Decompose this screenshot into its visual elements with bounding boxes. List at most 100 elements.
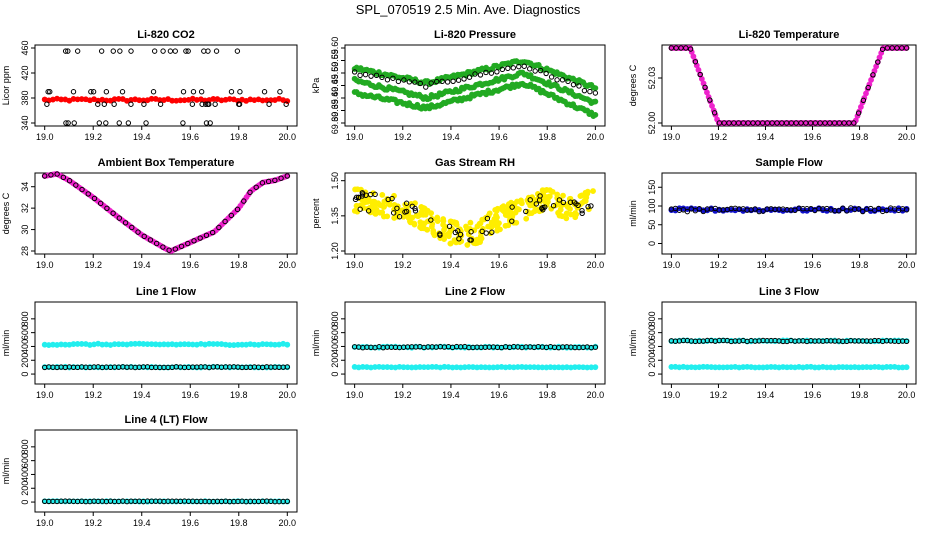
data-point	[592, 364, 599, 371]
y-axis-label: ml/min	[311, 330, 321, 357]
data-point	[60, 174, 67, 181]
data-point	[579, 199, 586, 206]
data-point	[700, 208, 706, 215]
y-tick-label: 0	[330, 372, 340, 377]
plot-frame	[34, 301, 298, 385]
data-point	[468, 237, 474, 243]
chart-panel-8: Line 2 Flow 19.0 19.2 19.4 19.6 19.8 20.0 0 2004…	[311, 286, 606, 400]
y-tick-label: 69.50	[330, 62, 340, 85]
data-point	[401, 77, 407, 83]
data-point	[513, 205, 520, 212]
data-point	[128, 48, 134, 54]
y-axis-label: ml/min	[1, 458, 11, 485]
series-ref	[668, 205, 910, 215]
data-point	[172, 48, 178, 54]
data-point	[446, 223, 453, 230]
x-tick-label: 19.8	[851, 132, 869, 142]
data-point	[567, 206, 573, 212]
data-point	[483, 69, 489, 76]
data-point	[851, 120, 857, 126]
data-point	[494, 69, 500, 75]
x-tick-label: 19.0	[346, 390, 364, 400]
y-tick-label: 200	[647, 353, 657, 368]
chart-panel-2: Li-820 Pressure 19.0 19.2 19.4 19.6 19.8 20.0 6…	[311, 29, 606, 142]
data-point	[570, 81, 577, 88]
chart-panel-1: Li-820 CO2 19.0 19.2 19.4 19.6 19.8 20.0 340 380…	[1, 29, 298, 142]
data-point	[687, 46, 694, 52]
y-tick-label: 32	[20, 203, 30, 213]
data-point	[509, 218, 515, 224]
data-point	[428, 210, 435, 217]
data-point	[283, 101, 289, 107]
data-point	[143, 120, 149, 126]
data-point	[380, 204, 387, 210]
data-point	[445, 233, 452, 240]
data-point	[191, 238, 197, 244]
data-point	[439, 78, 445, 85]
data-point	[103, 120, 109, 126]
data-point	[390, 210, 397, 216]
y-axis-label: kPa	[311, 78, 321, 94]
data-point	[537, 67, 544, 74]
y-tick-label: 69.30	[330, 112, 340, 135]
data-point	[860, 97, 867, 103]
data-point	[65, 48, 71, 54]
series-secondary	[44, 48, 289, 126]
data-point	[508, 199, 515, 206]
chart-panel-3: Li-820 Temperature 19.0 19.2 19.4 19.6 19.8 20…	[628, 29, 917, 142]
data-point	[284, 498, 290, 505]
x-tick-label: 19.2	[394, 390, 412, 400]
chart-title: Line 2 Flow	[445, 286, 505, 298]
data-point	[206, 101, 212, 107]
y-tick-label: 200	[20, 481, 30, 496]
data-point	[166, 247, 172, 253]
chart-title: Li-820 Temperature	[739, 29, 840, 41]
data-point	[461, 76, 467, 82]
x-tick-label: 19.8	[230, 390, 248, 400]
data-point	[549, 188, 556, 195]
data-point	[54, 171, 60, 177]
data-point	[98, 48, 105, 54]
data-point	[509, 204, 515, 210]
x-tick-label: 19.8	[230, 518, 248, 528]
data-point	[151, 48, 158, 54]
data-point	[189, 101, 196, 107]
data-point	[879, 46, 886, 52]
data-point	[216, 224, 222, 231]
data-point	[157, 101, 164, 107]
data-point	[437, 231, 443, 237]
data-point	[503, 208, 510, 215]
series-temp	[41, 171, 291, 254]
chart-panel-6: Sample Flow 19.0 19.2 19.4 19.6 19.8 20.0 0 50 10…	[628, 157, 917, 270]
data-point	[883, 207, 890, 214]
data-point	[502, 222, 509, 229]
data-point	[702, 84, 708, 90]
data-point	[222, 218, 228, 225]
data-point	[415, 213, 421, 220]
data-point	[433, 216, 440, 223]
data-point	[875, 205, 882, 212]
data-point	[266, 101, 272, 107]
y-tick-label: 150	[647, 180, 657, 195]
data-point	[365, 208, 372, 214]
data-point	[185, 240, 191, 247]
chart-title: Gas Stream RH	[435, 157, 515, 169]
data-point	[581, 87, 588, 94]
data-point	[592, 344, 599, 350]
chart-title: Line 1 Flow	[136, 286, 196, 298]
x-tick-label: 19.4	[133, 518, 151, 528]
data-point	[430, 230, 437, 237]
data-point	[141, 233, 147, 240]
data-point	[197, 235, 203, 241]
data-point	[185, 48, 191, 54]
y-axis-label: ml/min	[628, 200, 638, 227]
data-point	[362, 71, 369, 78]
series-low	[351, 363, 599, 371]
data-point	[505, 65, 511, 72]
y-tick-label: 400	[20, 467, 30, 482]
data-point	[496, 220, 502, 227]
chart-title: Line 3 Flow	[759, 286, 819, 298]
data-point	[554, 77, 560, 83]
data-point	[103, 89, 110, 95]
data-point	[418, 204, 425, 210]
